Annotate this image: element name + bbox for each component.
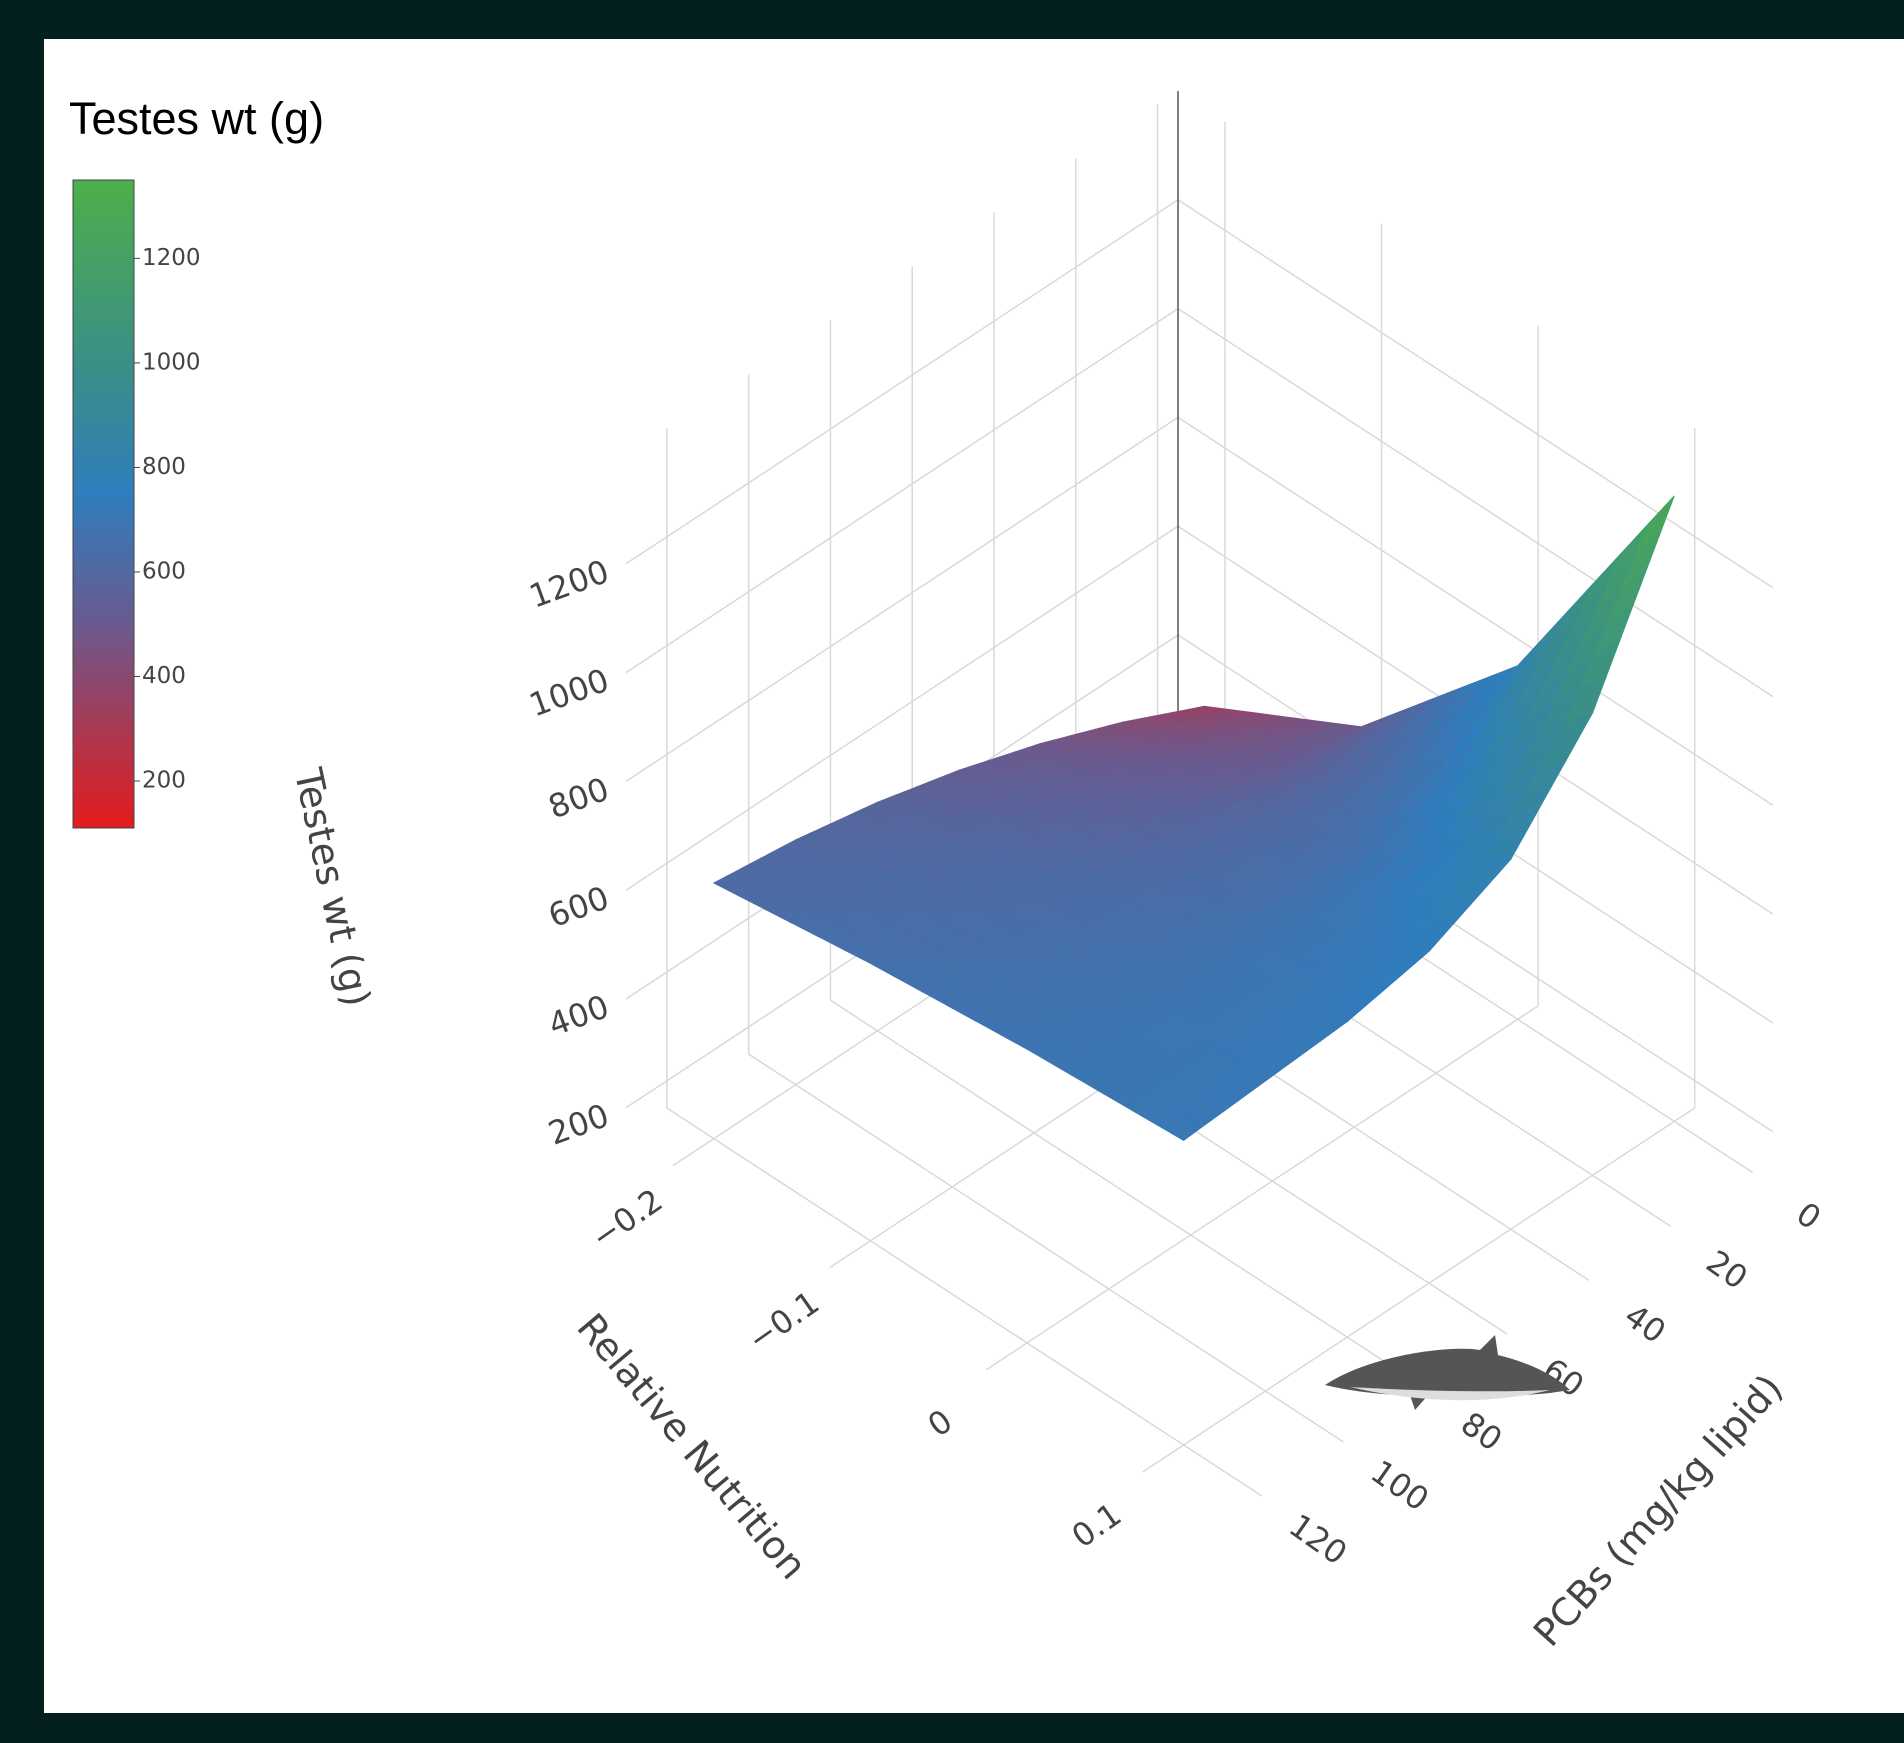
colorbar-tick-label: 400 bbox=[142, 663, 186, 689]
colorbar-tick-label: 800 bbox=[142, 454, 186, 480]
colorbar-title: Testes wt (g) bbox=[69, 93, 324, 144]
colorbar-scale bbox=[73, 180, 134, 828]
colorbar-tick-label: 200 bbox=[142, 767, 186, 793]
colorbar-tick-label: 600 bbox=[142, 558, 186, 584]
colorbar-tick-label: 1200 bbox=[142, 245, 201, 271]
colorbar-tick-label: 1000 bbox=[142, 349, 201, 375]
chart: −0.2−0.100.10204060801001202004006008001… bbox=[0, 0, 1904, 1743]
